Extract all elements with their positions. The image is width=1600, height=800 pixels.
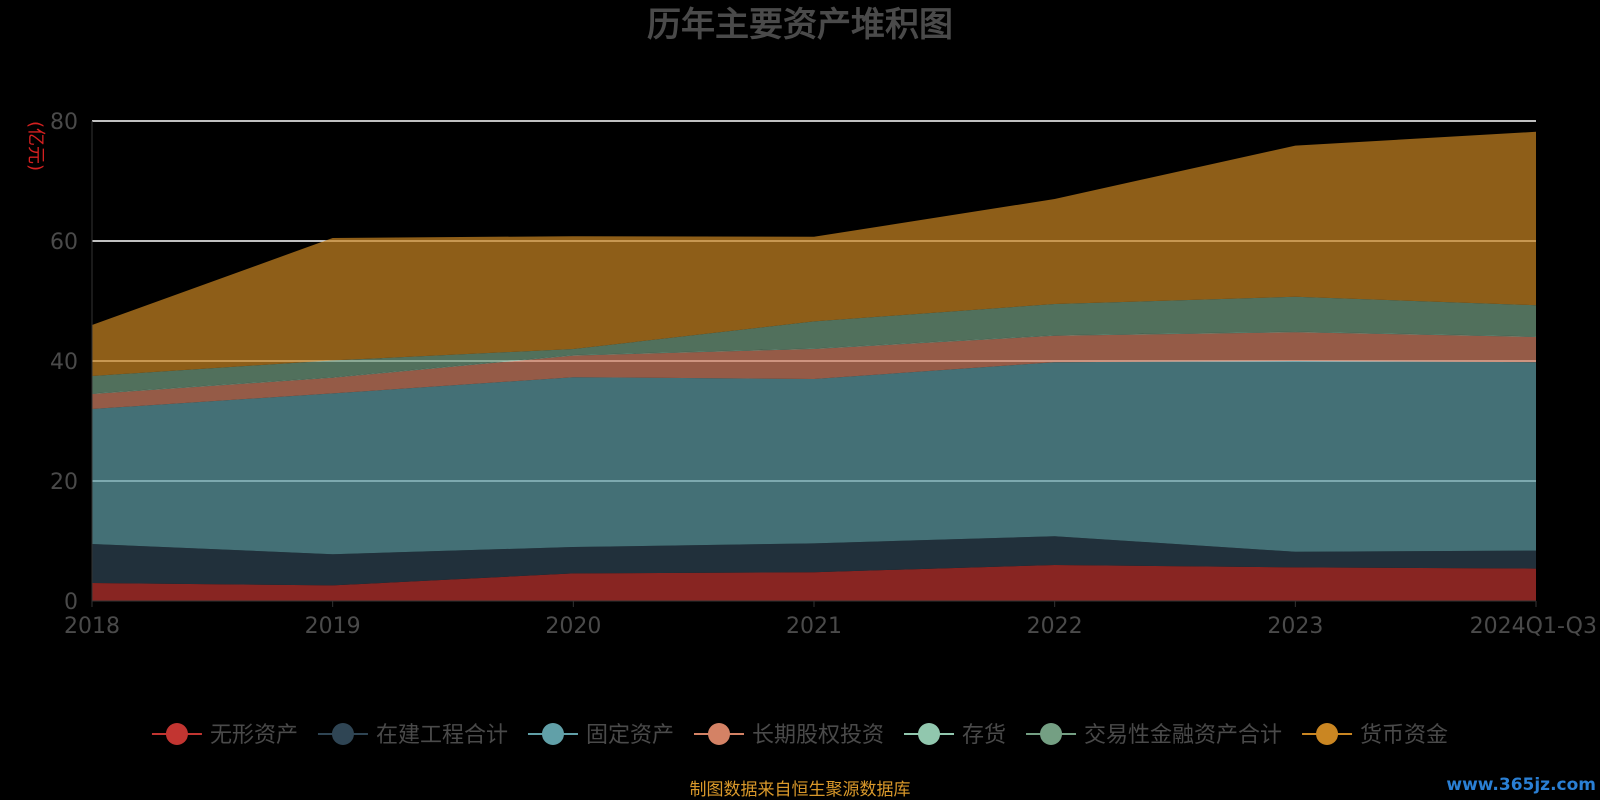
legend[interactable]: 无形资产 在建工程合计 固定资产 长期股权投资 存货 交易性金融资产合计 货币资金 [151,723,1448,748]
legend-label: 固定资产 [586,723,674,748]
legend-marker [541,723,564,745]
legend-item-3[interactable]: 长期股权投资 [693,723,884,748]
legend-marker [707,723,730,745]
watermark: www.365jz.com [1446,775,1596,795]
legend-marker [918,723,941,745]
area-series-2 [92,361,1536,555]
legend-label: 长期股权投资 [752,723,884,748]
x-tick-label: 2018 [64,614,120,639]
legend-item-1[interactable]: 在建工程合计 [317,723,508,748]
area-series-1 [92,536,1536,586]
area-series-6 [92,131,1536,376]
y-tick-label: 40 [50,350,78,375]
area-series-0 [92,565,1536,601]
y-tick-label: 0 [64,590,78,615]
legend-item-4[interactable]: 存货 [904,723,1006,748]
y-tick-label: 20 [50,470,78,495]
x-tick-label: 2019 [305,614,361,639]
area-series-5 [92,296,1536,394]
legend-item-0[interactable]: 无形资产 [151,723,298,748]
legend-marker [165,723,188,745]
x-tick-label: 2023 [1267,614,1323,639]
data-source-note: 制图数据来自恒生聚源数据库 [690,780,911,800]
y-axis-label: (亿元) [25,121,46,171]
axes: 0 20 40 60 80 2018 2019 2020 2021 2022 2023 2024Q1-… [50,110,1597,639]
series-areas [92,131,1536,601]
legend-label: 无形资产 [210,723,298,748]
legend-marker [331,723,354,745]
legend-item-6[interactable]: 货币资金 [1302,723,1448,748]
legend-label: 货币资金 [1360,723,1448,748]
legend-marker [1040,723,1063,745]
chart-title: 历年主要资产堆积图 [647,5,953,45]
x-tick-label: 2021 [786,614,842,639]
y-tick-label: 60 [50,230,78,255]
legend-item-5[interactable]: 交易性金融资产合计 [1026,723,1282,748]
legend-label: 交易性金融资产合计 [1084,723,1282,748]
legend-label: 存货 [962,723,1006,748]
x-tick-label: 2020 [545,614,601,639]
x-tick-label: 2024Q1-Q3 [1470,614,1597,639]
x-tick-label: 2022 [1027,614,1083,639]
legend-marker [1316,723,1339,745]
legend-label: 在建工程合计 [376,723,508,748]
legend-item-2[interactable]: 固定资产 [527,723,674,748]
area-series-3 [92,332,1536,409]
y-tick-label: 80 [50,110,78,135]
